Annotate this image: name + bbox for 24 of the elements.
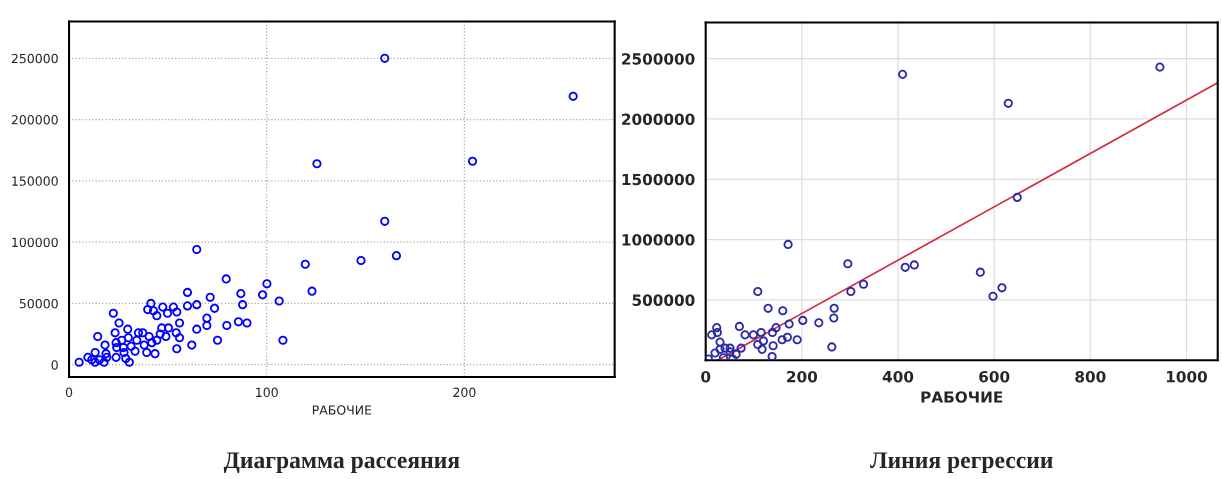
x-tick-label: 400 [882,370,914,383]
x-tick-label: 0 [701,370,711,383]
x-tick-label: 0 [65,387,73,398]
y-tick-label: 2000000 [622,113,695,126]
x-tick-label: 200 [787,370,818,383]
text: Диаграмма рассеяния [223,452,460,473]
x-tick-label: 1000 [1166,370,1207,383]
x-tick-label: 200 [453,387,476,398]
x-tick-label: 100 [256,387,278,398]
x-axis-title: РАБОЧИЕ [921,391,1003,403]
y-tick-label: 250000 [11,53,58,64]
y-tick-label: 2500000 [622,53,695,65]
y-tick-label: 1500000 [622,173,695,186]
y-tick-label: 150000 [12,176,58,186]
y-tick-label: 200000 [11,115,58,125]
y-tick-label: 500000 [632,294,695,306]
y-tick-label: 1000000 [622,234,695,246]
y-tick-label: 100000 [12,237,58,248]
y-tick-label: 0 [51,360,58,370]
x-tick-label: 600 [979,370,1010,383]
y-tick-label: 50000 [19,298,58,309]
text: Линия регрессии [870,452,1053,473]
x-axis-title: РАБОЧИЕ [312,405,372,415]
x-tick-label: 800 [1075,370,1106,383]
